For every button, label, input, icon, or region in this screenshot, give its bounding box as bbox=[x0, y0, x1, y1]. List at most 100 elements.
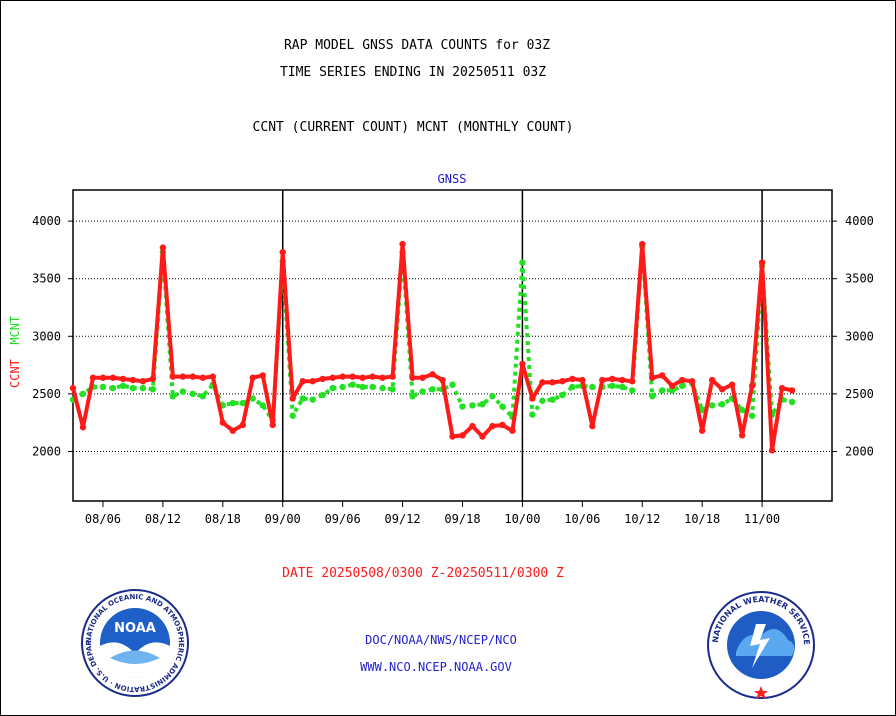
plot-area-border bbox=[72, 189, 833, 502]
y-tick-label-right: 2000 bbox=[845, 444, 874, 458]
data-point-ccnt bbox=[219, 419, 227, 426]
data-point-mcnt bbox=[469, 402, 476, 409]
url-line: WWW.NCO.NCEP.NOAA.GOV bbox=[360, 660, 512, 674]
data-point-mcnt bbox=[99, 383, 107, 391]
data-point-ccnt bbox=[419, 374, 426, 381]
data-point-mcnt bbox=[619, 383, 626, 391]
data-point-ccnt bbox=[249, 374, 256, 381]
data-point-ccnt bbox=[279, 249, 286, 256]
data-point-ccnt bbox=[359, 374, 366, 381]
data-point-ccnt bbox=[429, 371, 436, 378]
y-tick-label-right: 3000 bbox=[845, 329, 874, 343]
series-line-mcnt bbox=[72, 244, 793, 423]
data-point-ccnt bbox=[259, 372, 266, 379]
data-point-ccnt bbox=[599, 376, 606, 384]
data-point-ccnt bbox=[159, 244, 167, 251]
data-point-mcnt bbox=[169, 392, 177, 400]
data-point-mcnt bbox=[139, 384, 147, 392]
data-point-ccnt bbox=[489, 422, 496, 430]
data-point-ccnt bbox=[169, 373, 177, 380]
data-point-ccnt bbox=[449, 433, 456, 440]
data-point-mcnt bbox=[329, 384, 336, 392]
data-point-mcnt bbox=[549, 396, 556, 403]
data-point-ccnt bbox=[748, 382, 756, 390]
data-point-ccnt bbox=[149, 375, 157, 383]
data-point-ccnt bbox=[698, 427, 706, 434]
data-point-ccnt bbox=[678, 376, 686, 384]
data-point-ccnt bbox=[669, 382, 676, 390]
data-point-mcnt bbox=[738, 406, 746, 414]
data-point-ccnt bbox=[778, 384, 786, 392]
data-point-ccnt bbox=[339, 373, 346, 380]
data-point-ccnt bbox=[209, 373, 217, 380]
data-point-ccnt bbox=[189, 373, 197, 380]
data-point-mcnt bbox=[788, 398, 796, 406]
data-point-mcnt bbox=[199, 392, 207, 400]
x-tick-label: 10/18 bbox=[684, 512, 720, 526]
data-point-ccnt bbox=[239, 421, 246, 429]
data-point-ccnt bbox=[129, 376, 137, 384]
data-point-ccnt bbox=[768, 447, 776, 454]
y-tick-label-left: 4000 bbox=[32, 214, 61, 228]
chart-subtitle: CCNT (CURRENT COUNT) MCNT (MONTHLY COUNT… bbox=[252, 120, 574, 135]
data-point-mcnt bbox=[429, 386, 436, 393]
nws-logo: NATIONAL WEATHER SERVICE bbox=[707, 591, 815, 699]
data-point-mcnt bbox=[349, 381, 356, 388]
data-point-ccnt bbox=[509, 427, 516, 434]
x-tick-label: 09/00 bbox=[265, 512, 301, 526]
org-line: DOC/NOAA/NWS/NCEP/NCO bbox=[365, 633, 517, 647]
data-point-ccnt bbox=[728, 381, 736, 388]
data-point-ccnt bbox=[549, 379, 556, 386]
data-point-mcnt bbox=[359, 383, 366, 391]
x-tick-label: 09/06 bbox=[325, 512, 361, 526]
data-point-ccnt bbox=[109, 374, 117, 381]
data-point-ccnt bbox=[619, 376, 626, 384]
x-tick-label: 08/12 bbox=[145, 512, 181, 526]
data-point-mcnt bbox=[659, 387, 666, 394]
data-point-ccnt bbox=[718, 386, 726, 393]
data-point-mcnt bbox=[389, 386, 396, 393]
data-point-ccnt bbox=[589, 422, 596, 430]
data-point-ccnt bbox=[329, 374, 336, 381]
data-point-mcnt bbox=[489, 392, 496, 400]
data-point-mcnt bbox=[289, 412, 296, 419]
x-tick-label: 09/18 bbox=[444, 512, 480, 526]
data-point-mcnt bbox=[179, 388, 187, 395]
data-point-mcnt bbox=[409, 392, 416, 400]
data-point-ccnt bbox=[788, 387, 796, 394]
data-point-mcnt bbox=[589, 383, 596, 391]
data-point-ccnt bbox=[229, 427, 236, 434]
data-point-mcnt bbox=[459, 403, 466, 410]
data-point-mcnt bbox=[259, 402, 266, 409]
data-point-ccnt bbox=[199, 374, 207, 381]
data-point-mcnt bbox=[189, 390, 197, 398]
data-point-ccnt bbox=[469, 422, 476, 430]
data-point-ccnt bbox=[389, 373, 396, 380]
x-tick-label: 09/12 bbox=[385, 512, 421, 526]
data-point-ccnt bbox=[139, 378, 147, 385]
data-point-mcnt bbox=[519, 259, 526, 266]
plot-title: GNSS bbox=[437, 172, 467, 186]
x-tick-label: 08/06 bbox=[85, 512, 121, 526]
data-point-mcnt bbox=[718, 401, 726, 408]
data-point-ccnt bbox=[499, 421, 506, 429]
data-point-ccnt bbox=[399, 240, 406, 248]
data-point-ccnt bbox=[738, 432, 746, 439]
data-point-ccnt bbox=[459, 432, 466, 439]
data-point-mcnt bbox=[129, 384, 137, 392]
data-point-mcnt bbox=[249, 395, 256, 402]
data-point-ccnt bbox=[529, 395, 536, 402]
data-point-ccnt bbox=[319, 375, 326, 383]
data-point-mcnt bbox=[319, 391, 326, 399]
data-point-ccnt bbox=[409, 374, 416, 381]
x-tick-label: 10/00 bbox=[504, 512, 540, 526]
data-point-ccnt bbox=[519, 360, 526, 368]
data-point-mcnt bbox=[569, 383, 576, 391]
data-point-ccnt bbox=[69, 384, 77, 392]
data-point-mcnt bbox=[678, 382, 686, 390]
chart-title-line1: RAP MODEL GNSS DATA COUNTS for 03Z bbox=[283, 38, 551, 53]
x-tick-label: 10/06 bbox=[564, 512, 600, 526]
data-point-mcnt bbox=[239, 399, 246, 407]
data-point-ccnt bbox=[89, 374, 97, 381]
svg-text:NOAA: NOAA bbox=[114, 621, 156, 636]
